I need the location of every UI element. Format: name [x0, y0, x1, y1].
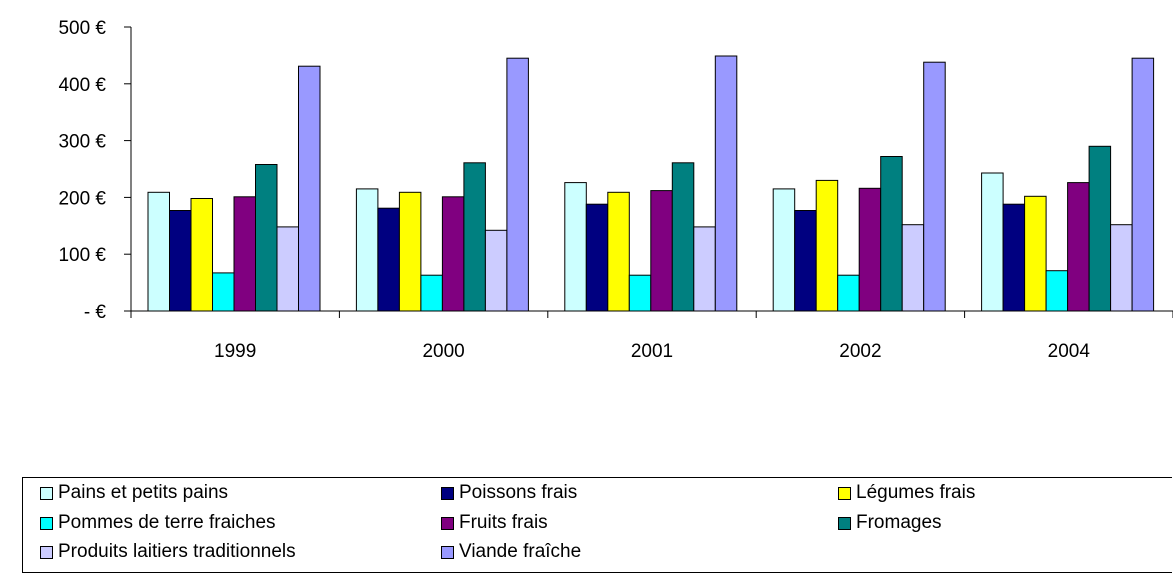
bar	[628, 274, 652, 312]
legend-label: Pommes de terre fraiches	[58, 512, 276, 533]
legend-label: Produits laitiers traditionnels	[58, 541, 296, 562]
x-tick-label: 1999	[214, 341, 256, 362]
legend-swatch	[838, 516, 851, 530]
bar	[420, 274, 443, 312]
bar	[880, 156, 903, 312]
bar	[1131, 57, 1155, 312]
bar	[506, 57, 529, 312]
bar	[190, 198, 213, 312]
bar	[1110, 224, 1133, 312]
bar	[1024, 195, 1047, 312]
legend-label: Viande fraîche	[459, 541, 582, 562]
y-tick-label: - €	[84, 302, 107, 323]
bar	[772, 188, 796, 312]
legend-swatch	[40, 516, 53, 530]
bar	[255, 164, 278, 312]
bar	[463, 162, 486, 312]
legend-label: Poissons frais	[459, 482, 578, 503]
bar	[564, 182, 587, 312]
legend-swatch	[40, 486, 53, 500]
bar	[169, 210, 192, 312]
bar	[607, 191, 630, 312]
legend-swatch	[441, 516, 454, 530]
bar-chart: - € 100 € 200 € 300 € 400 € 500 € 1999 2000 2001…	[58, 18, 1173, 362]
legend-item: Produits laitiers traditionnels	[40, 541, 296, 563]
legend-item: Fromages	[838, 512, 942, 534]
bar	[837, 274, 860, 312]
y-tick-label: 400 €	[58, 75, 106, 96]
x-tick-label: 2000	[422, 341, 464, 362]
bar	[671, 162, 695, 312]
legend-swatch	[40, 545, 53, 559]
bar	[981, 172, 1004, 312]
bar	[714, 55, 738, 312]
legend-item: Poissons frais	[441, 482, 577, 504]
bar	[815, 179, 839, 312]
bar	[398, 191, 422, 312]
legend-item: Légumes frais	[838, 482, 975, 504]
bar	[484, 229, 508, 312]
bar	[1088, 145, 1112, 312]
bar	[276, 226, 299, 312]
bar	[1045, 270, 1069, 312]
y-tick-label: 100 €	[58, 245, 106, 266]
legend-label: Fromages	[856, 512, 942, 533]
bar	[147, 191, 170, 312]
bar	[441, 196, 465, 312]
bar	[298, 65, 321, 312]
legend-item: Viande fraîche	[441, 541, 581, 563]
x-tick-label: 2004	[1048, 341, 1091, 362]
legend-swatch	[441, 545, 454, 559]
bar	[858, 187, 882, 312]
y-tick-label: 200 €	[58, 188, 106, 209]
bar	[1067, 182, 1090, 312]
bar	[233, 196, 256, 312]
y-tick-label: 500 €	[58, 18, 106, 39]
bar	[355, 188, 379, 312]
legend-item: Fruits frais	[441, 512, 548, 534]
bar	[1002, 203, 1026, 312]
bar	[923, 61, 946, 312]
legend-label: Fruits frais	[459, 512, 548, 533]
legend-item: Pommes de terre fraiches	[40, 512, 276, 534]
bar	[650, 190, 673, 312]
legend-swatch	[441, 486, 454, 500]
bar	[901, 224, 925, 312]
legend-swatch	[838, 486, 851, 500]
legend-item: Pains et petits pains	[40, 482, 228, 504]
bar	[794, 210, 817, 312]
x-tick-label: 2001	[631, 341, 673, 362]
bar	[585, 203, 609, 312]
bar	[693, 226, 716, 312]
x-tick-label: 2002	[839, 341, 881, 362]
bar	[212, 272, 235, 312]
y-tick-label: 300 €	[58, 132, 106, 153]
legend-label: Pains et petits pains	[58, 482, 229, 503]
bar	[377, 207, 400, 312]
legend: Pains et petits pains Poissons frais Légum…	[22, 477, 1172, 573]
legend-label: Légumes frais	[856, 482, 976, 503]
